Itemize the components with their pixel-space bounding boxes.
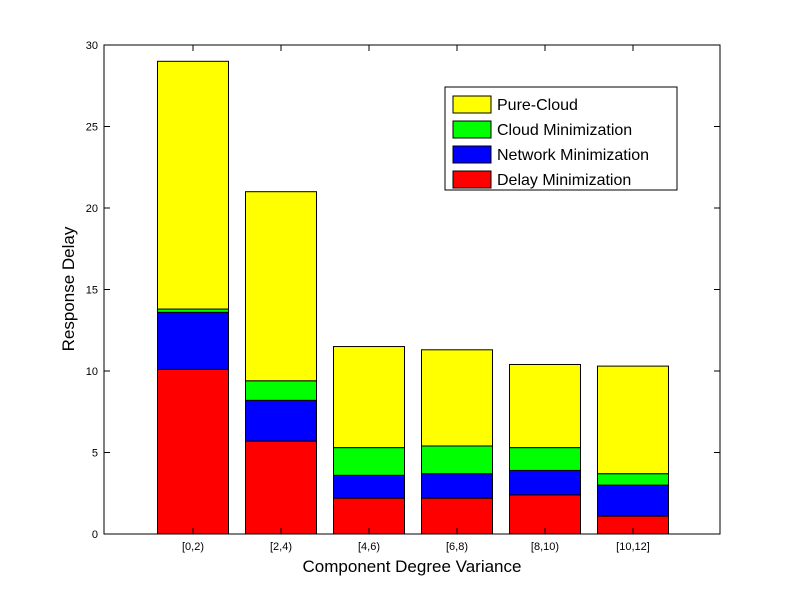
y-tick-label-0: 0 (92, 529, 98, 541)
bar-pure-cloud-5 (509, 363, 581, 449)
legend: Pure-Cloud Cloud Minimization Network Mini… (444, 86, 678, 191)
y-tick-label-10: 10 (86, 366, 98, 378)
bar-network-minimization-3 (333, 474, 405, 499)
bar-pure-cloud-2 (245, 191, 317, 382)
x-tick-label-3: [4,6) (358, 541, 380, 553)
y-tick-label-20: 20 (86, 203, 98, 215)
bar-cloud-minimization-2 (245, 380, 317, 401)
x-axis-label: Component Degree Variance (303, 557, 522, 576)
bar-network-minimization-2 (245, 399, 317, 442)
legend-label-cloud-minimization: Cloud Minimization (497, 122, 632, 139)
x-tick-label-4: [6,8) (446, 541, 468, 553)
x-tick-label-2: [2,4) (270, 541, 292, 553)
bar-cloud-minimization-4 (421, 445, 493, 475)
legend-swatch-cloud-minimization (452, 120, 492, 139)
bar-delay-minimization-1 (157, 368, 229, 535)
bar-network-minimization-1 (157, 311, 229, 370)
bars-layer (157, 60, 669, 535)
bar-delay-minimization-5 (509, 494, 581, 535)
y-axis-label: Response Delay (59, 226, 78, 351)
x-tick-labels: [0,2) [2,4) [4,6) [6,8) [8,10) [10,12] (182, 541, 650, 553)
y-tick-labels: 0 5 10 15 20 25 30 (86, 40, 98, 541)
axes-layer (103, 44, 721, 535)
legend-label-delay-minimization: Delay Minimization (497, 172, 631, 189)
y-tick-label-25: 25 (86, 122, 98, 134)
legend-swatch-network-minimization (452, 145, 492, 164)
legend-label-pure-cloud: Pure-Cloud (497, 97, 578, 114)
bar-network-minimization-6 (597, 484, 669, 517)
bar-network-minimization-5 (509, 469, 581, 496)
y-tick-label-15: 15 (86, 285, 98, 297)
bar-pure-cloud-4 (421, 349, 493, 447)
bar-cloud-minimization-3 (333, 447, 405, 476)
x-tick-label-1: [0,2) (182, 541, 204, 553)
bar-cloud-minimization-5 (509, 447, 581, 471)
y-tick-label-5: 5 (92, 448, 98, 460)
legend-swatch-delay-minimization (452, 170, 492, 189)
bar-pure-cloud-6 (597, 365, 669, 475)
bar-delay-minimization-2 (245, 440, 317, 535)
x-tick-label-6: [10,12] (616, 541, 650, 553)
bar-pure-cloud-3 (333, 346, 405, 449)
bar-cloud-minimization-6 (597, 473, 669, 486)
legend-swatch-pure-cloud (452, 95, 492, 114)
bar-network-minimization-4 (421, 473, 493, 499)
legend-label-network-minimization: Network Minimization (497, 147, 649, 164)
y-tick-label-30: 30 (86, 40, 98, 52)
bar-pure-cloud-1 (157, 60, 229, 310)
x-tick-label-5: [8,10) (531, 541, 559, 553)
